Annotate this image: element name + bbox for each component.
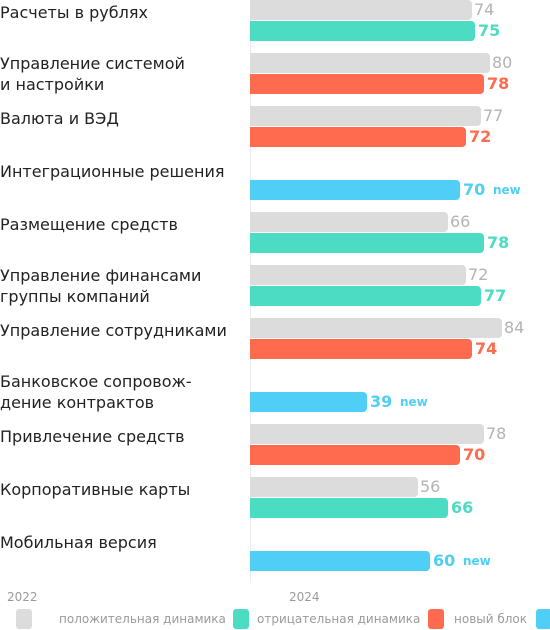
- value-label-2024: 70: [463, 179, 486, 199]
- legend-swatch-2022: [16, 609, 32, 629]
- value-label-2024: 78: [487, 73, 510, 93]
- bar-2024: [250, 232, 484, 253]
- category-label-line: Валюта и ВЭД: [0, 108, 119, 128]
- legend-label-new: новый блок: [454, 612, 528, 626]
- category-label-line: Управление финансами: [0, 266, 202, 285]
- value-label-2022: 66: [450, 212, 471, 231]
- category-label-line: Управление сотрудниками: [0, 320, 227, 340]
- category-label-line: Мобильная версия: [0, 532, 157, 552]
- bar-2022: [250, 424, 484, 444]
- category-label-line: Размещение средств: [0, 214, 178, 234]
- legend-label-positive: положительная динамика: [59, 612, 226, 626]
- category-label: Банковское сопровож-дение контрактов: [0, 371, 245, 413]
- value-label-2024: 77: [484, 285, 507, 305]
- bar-2024: [250, 550, 430, 571]
- bar-2022: [250, 0, 472, 20]
- legend-label-negative: отрицательная динамика: [257, 612, 421, 626]
- bar-2022: [250, 212, 448, 232]
- value-label-2024: 72: [469, 126, 492, 146]
- bar-2024: [250, 73, 484, 94]
- legend-swatch-negative: [428, 609, 444, 629]
- legend-year-2024: 2024: [289, 590, 320, 604]
- value-label-2022: 84: [504, 318, 525, 337]
- category-label-line: Банковское сопровож-: [0, 372, 192, 391]
- category-label-line: Управление системой: [0, 54, 185, 73]
- value-label-2024: 60: [433, 550, 456, 570]
- value-label-2024: 66: [451, 497, 474, 517]
- category-label-line: Интеграционные решения: [0, 161, 225, 181]
- category-label: Корпоративные карты: [0, 479, 245, 500]
- category-label: Валюта и ВЭД: [0, 108, 245, 129]
- category-label: Управление системой и настройки: [0, 53, 245, 95]
- value-label-2024: 39: [370, 391, 393, 411]
- category-label-line: дение контрактов: [0, 393, 155, 412]
- value-label-2024: 75: [478, 20, 501, 40]
- bar-2024: [250, 285, 481, 306]
- bar-2024: [250, 126, 466, 147]
- value-label-2022: 56: [420, 477, 441, 496]
- category-label-line: Расчеты в рублях: [0, 2, 148, 22]
- category-label: Управление сотрудниками: [0, 320, 245, 341]
- value-label-2022: 72: [468, 265, 489, 284]
- new-badge: new: [400, 394, 428, 409]
- category-label: Привлечение средств: [0, 426, 245, 447]
- bar-2022: [250, 53, 490, 73]
- category-label-line: и настройки: [0, 75, 105, 94]
- legend-swatch-new: [536, 609, 550, 629]
- category-label-line: Привлечение средств: [0, 426, 185, 446]
- bar-2024: [250, 179, 460, 200]
- category-label-line: группы компаний: [0, 287, 150, 306]
- value-label-2022: 74: [474, 0, 495, 19]
- category-label: Мобильная версия: [0, 532, 245, 553]
- value-label-2022: 80: [492, 53, 513, 72]
- value-label-2022: 77: [483, 106, 504, 125]
- legend-year-2022: 2022: [7, 590, 38, 604]
- category-label: Расчеты в рублях: [0, 2, 245, 23]
- bar-2024: [250, 497, 448, 518]
- bar-2022: [250, 265, 466, 285]
- bar-2022: [250, 477, 418, 497]
- bar-2024: [250, 338, 472, 359]
- bar-2024: [250, 391, 367, 412]
- bar-2022: [250, 106, 481, 126]
- category-label: Управление финансами группы компаний: [0, 265, 245, 307]
- new-badge: new: [463, 553, 491, 568]
- bar-2024: [250, 444, 460, 465]
- value-label-2024: 74: [475, 338, 498, 358]
- category-label: Размещение средств: [0, 214, 245, 235]
- legend-swatch-positive: [233, 609, 249, 629]
- bar-2022: [250, 318, 502, 338]
- bar-2024: [250, 20, 475, 41]
- new-badge: new: [493, 182, 521, 197]
- value-label-2024: 70: [463, 444, 486, 464]
- value-label-2024: 78: [487, 232, 510, 252]
- category-label-line: Корпоративные карты: [0, 479, 191, 499]
- category-label: Интеграционные решения: [0, 161, 245, 182]
- value-label-2022: 78: [486, 424, 507, 443]
